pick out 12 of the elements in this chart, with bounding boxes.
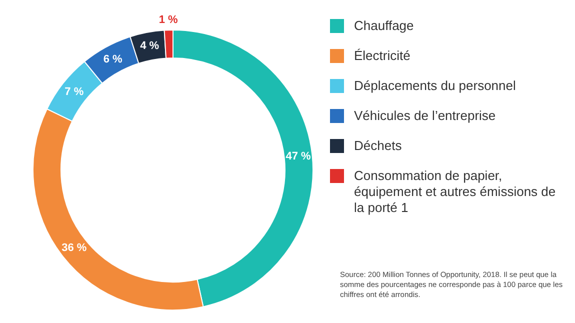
legend-label: Déchets [354, 138, 402, 154]
data-label: 1 % [158, 14, 178, 26]
legend-label: Déplacements du personnel [354, 78, 516, 94]
data-label: 7 % [64, 86, 84, 98]
data-label: 6 % [103, 53, 123, 66]
legend-label: Véhicules de l’entreprise [354, 108, 496, 124]
data-label: 47 % [286, 150, 312, 162]
legend-label: Chauffage [354, 18, 414, 34]
legend-label: Consommation de papier, équipement et autres émissions de la porté 1 [354, 168, 557, 216]
data-label: 4 % [140, 40, 160, 52]
legend-label: Électricité [354, 48, 410, 64]
data-label: 36 % [62, 242, 87, 254]
